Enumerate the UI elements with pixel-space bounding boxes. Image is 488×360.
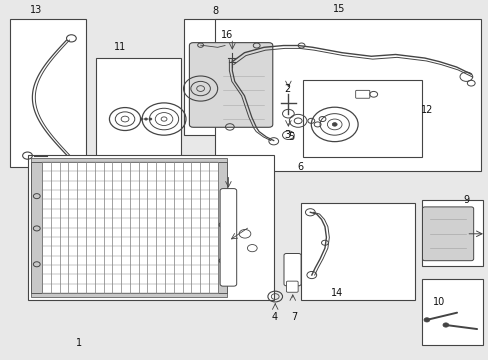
Bar — [96, 58, 181, 167]
Bar — [422, 200, 483, 266]
Circle shape — [140, 118, 143, 120]
Bar — [215, 19, 480, 171]
Bar — [183, 19, 278, 135]
Circle shape — [149, 118, 152, 120]
Text: 3: 3 — [284, 130, 290, 140]
Bar — [303, 80, 422, 157]
FancyBboxPatch shape — [355, 90, 369, 98]
Text: 6: 6 — [297, 162, 303, 172]
Bar — [422, 279, 483, 345]
Text: 9: 9 — [462, 195, 468, 205]
Text: 2: 2 — [284, 84, 290, 94]
Bar — [31, 293, 227, 297]
Circle shape — [442, 323, 448, 327]
Text: 1: 1 — [76, 338, 81, 348]
FancyBboxPatch shape — [220, 189, 236, 286]
Text: 4: 4 — [271, 312, 277, 322]
Text: 16: 16 — [221, 30, 233, 40]
FancyBboxPatch shape — [422, 207, 473, 261]
Circle shape — [144, 118, 147, 120]
Circle shape — [331, 123, 336, 126]
Text: 12: 12 — [420, 105, 433, 115]
Text: 7: 7 — [290, 312, 297, 322]
FancyBboxPatch shape — [284, 253, 301, 286]
Bar — [300, 203, 414, 300]
Bar — [31, 158, 227, 162]
Text: 15: 15 — [333, 4, 345, 14]
FancyBboxPatch shape — [286, 281, 298, 292]
Bar — [27, 155, 273, 300]
Text: 5: 5 — [287, 132, 293, 142]
Text: 11: 11 — [114, 42, 126, 52]
FancyBboxPatch shape — [189, 42, 272, 127]
Bar — [31, 162, 42, 293]
Text: 10: 10 — [432, 297, 445, 307]
Text: 8: 8 — [212, 6, 218, 16]
Bar — [10, 19, 86, 167]
Circle shape — [423, 318, 429, 322]
Text: 13: 13 — [30, 5, 42, 15]
Text: 14: 14 — [330, 288, 343, 298]
Bar — [217, 162, 227, 293]
